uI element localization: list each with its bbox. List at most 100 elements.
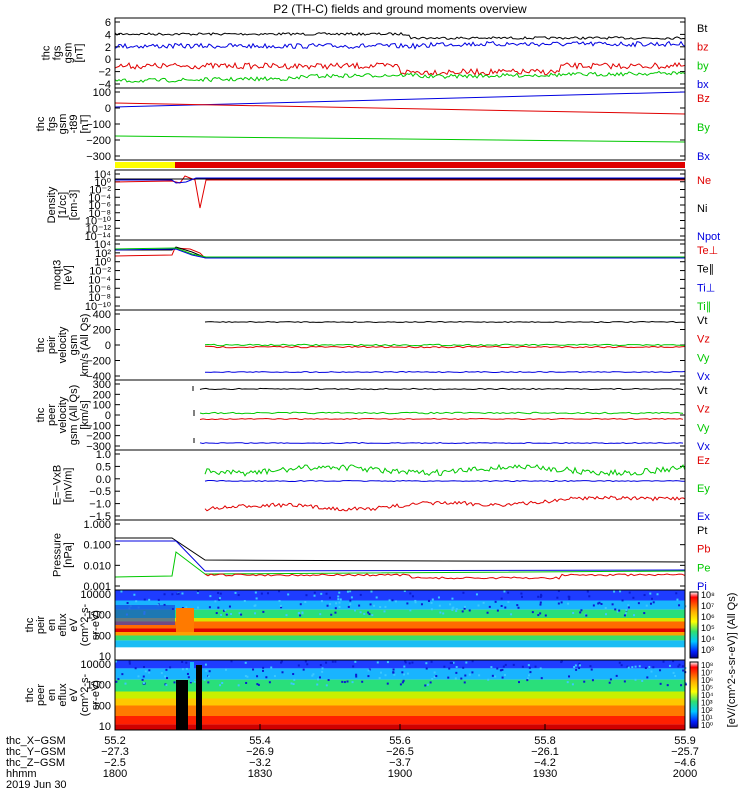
heatmap-speck	[499, 669, 502, 672]
heatmap-speck	[579, 611, 582, 614]
heatmap-speck	[137, 675, 140, 678]
series-vt	[199, 387, 684, 391]
heatmap-gap	[196, 665, 202, 730]
heatmap-speck	[507, 601, 510, 604]
x-row-label: hhmm	[6, 768, 37, 780]
heatmap-speck	[142, 681, 145, 684]
colorbar-tick: 10⁷	[701, 601, 714, 611]
x-row-label: thc_X−GSM	[6, 735, 66, 747]
y-tick-label: 10⁻⁸	[88, 208, 111, 220]
heatmap-speck	[368, 613, 371, 616]
heatmap-speck	[618, 661, 621, 664]
legend-ni: Ni	[697, 203, 707, 215]
y-tick-label: −200	[86, 135, 111, 147]
y-label-line: fgs	[52, 45, 64, 60]
heatmap-speck	[220, 614, 223, 617]
y-label-line: moqt3	[52, 260, 64, 291]
heatmap-speck	[516, 604, 519, 607]
heatmap-speck	[468, 609, 471, 612]
heatmap-speck	[615, 674, 618, 677]
series-bz	[114, 102, 686, 115]
heatmap-speck	[181, 606, 184, 609]
y-label-line: fgs	[46, 116, 58, 131]
heatmap-speck	[501, 668, 504, 671]
y-tick-label: −200	[86, 356, 111, 368]
heatmap-speck	[261, 669, 264, 672]
heatmap-speck	[463, 605, 466, 608]
heatmap-speck	[431, 598, 434, 601]
heatmap-speck	[589, 665, 592, 668]
y-label-line: thc	[24, 687, 36, 702]
heatmap-speck	[316, 683, 319, 686]
heatmap-speck	[117, 678, 120, 681]
heatmap-speck	[120, 590, 123, 593]
heatmap-speck	[193, 680, 196, 683]
heatmap-speck	[634, 665, 637, 668]
heatmap-speck	[649, 592, 652, 595]
heatmap-speck	[173, 681, 176, 684]
heatmap-speck	[376, 661, 379, 664]
heatmap-speck	[539, 603, 542, 606]
heatmap-speck	[627, 666, 630, 669]
heatmap-speck	[363, 612, 366, 615]
heatmap-speck	[625, 609, 628, 612]
heatmap-speck	[443, 665, 446, 668]
heatmap-speck	[280, 661, 283, 664]
heatmap-speck	[224, 668, 227, 671]
heatmap-speck	[578, 664, 581, 667]
y-tick-label: 10⁻¹⁰	[85, 216, 112, 228]
heatmap-speck	[349, 590, 352, 593]
heatmap-speck	[604, 613, 607, 616]
heatmap-speck	[143, 598, 146, 601]
colorbar-tick: 10⁵	[701, 684, 713, 693]
legend-pe: Pe	[697, 562, 710, 574]
heatmap-speck	[214, 600, 217, 603]
heatmap-speck	[270, 666, 273, 669]
y-tick-label: 1000	[87, 610, 111, 622]
heatmap-speck	[185, 661, 188, 664]
heatmap-speck	[181, 668, 184, 671]
heatmap-speck	[306, 663, 309, 666]
heatmap-speck	[650, 597, 653, 600]
heatmap-speck	[539, 612, 542, 615]
heatmap-speck	[672, 671, 675, 674]
heatmap-speck	[430, 601, 433, 604]
y-tick-label: 0	[105, 340, 111, 352]
heatmap-speck	[115, 660, 118, 663]
heatmap-speck	[279, 604, 282, 607]
heatmap-speck	[435, 675, 438, 678]
legend-ez: Ez	[697, 455, 710, 467]
heatmap-speck	[487, 678, 490, 681]
heatmap-speck	[208, 606, 211, 609]
heatmap-speck	[219, 684, 222, 687]
x-row-label: 2019 Jun 30	[6, 779, 67, 791]
heatmap-speck	[454, 677, 457, 680]
heatmap-speck	[347, 605, 350, 608]
heatmap-band	[115, 600, 685, 610]
heatmap-speck	[187, 676, 190, 679]
heatmap-speck	[379, 606, 382, 609]
heatmap-speck	[338, 601, 341, 604]
y-axis-label: moqt3 [eV]	[52, 260, 75, 291]
heatmap-band	[115, 716, 685, 725]
heatmap-speck	[637, 602, 640, 605]
y-tick-label: −100	[86, 420, 111, 432]
heatmap-speck	[648, 665, 651, 668]
heatmap-speck	[623, 614, 626, 617]
heatmap-speck	[351, 681, 354, 684]
heatmap-speck	[463, 607, 466, 610]
legend-pt: Pt	[697, 525, 707, 537]
legend-vx: Vx	[697, 441, 710, 453]
heatmap-speck	[455, 610, 458, 613]
heatmap-speck	[645, 604, 648, 607]
x-axis: 55.2−27.3−2.5180055.4−26.9−3.2183055.6−2…	[6, 724, 699, 791]
colorbar-tick: 10⁷	[701, 669, 713, 678]
y-label-line: eV	[68, 618, 80, 632]
heatmap-speck	[644, 667, 647, 670]
heatmap-speck	[621, 599, 624, 602]
heatmap-speck	[433, 671, 436, 674]
heatmap-speck	[329, 603, 332, 606]
heatmap-speck	[181, 660, 184, 663]
heatmap-speck	[403, 590, 406, 593]
